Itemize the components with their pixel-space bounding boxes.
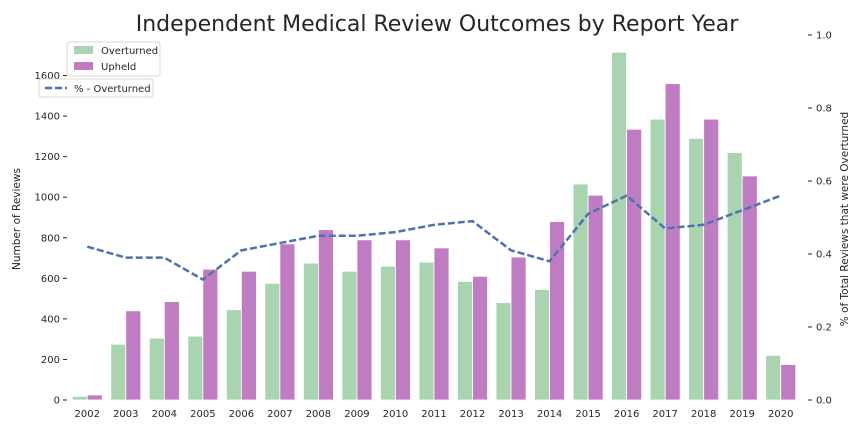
bar-overturned-2012 [457, 280, 473, 401]
bar-overturned-2005 [187, 335, 204, 401]
y2-tick-label-1: 0.2 [816, 323, 832, 334]
bar-upheld-2004 [163, 301, 180, 401]
bar-overturned-2002 [71, 395, 88, 401]
x-tick-label-2011: 2011 [421, 409, 446, 420]
line-legend-box [38, 78, 154, 98]
line-layer [86, 194, 782, 281]
x-tick-label-2004: 2004 [152, 409, 177, 420]
bar-overturned-2013 [495, 302, 512, 401]
bar-legend: Overturned Upheld [66, 41, 161, 77]
legend-label-pct-overturned: % - Overturned [74, 84, 151, 95]
y-axis-ticks: 0 200 400 600 800 1000 1200 1400 1600 [35, 71, 67, 407]
y-tick-label-1000: 1000 [35, 193, 60, 204]
x-tick-label-2002: 2002 [75, 409, 100, 420]
y-tick-label-800: 800 [41, 233, 60, 244]
x-tick-label-2013: 2013 [498, 409, 523, 420]
legend-label-overturned: Overturned [101, 46, 158, 57]
y2-axis-ticks: 0.0 0.2 0.4 0.6 0.8 1.0 [808, 31, 832, 407]
bar-upheld-2007 [279, 243, 296, 401]
x-tick-label-2020: 2020 [768, 409, 793, 420]
x-axis-ticks: 2002 2003 2004 2005 2006 2007 2008 2009 2010 2011… [75, 409, 794, 420]
bar-overturned-2020 [765, 354, 782, 401]
x-tick-label-2007: 2007 [267, 409, 292, 420]
bar-upheld-2016 [626, 128, 643, 401]
bar-upheld-2009 [356, 239, 373, 401]
y2-tick-label-4: 0.8 [816, 104, 832, 115]
y-tick-label-1200: 1200 [35, 152, 60, 163]
y2-tick-label-5: 1.0 [816, 31, 832, 42]
bar-upheld-2011 [433, 247, 450, 401]
y-tick-label-600: 600 [41, 274, 60, 285]
bar-overturned-2019 [726, 152, 743, 401]
bar-upheld-2012 [472, 275, 488, 401]
line-overturned [86, 194, 782, 281]
x-tick-label-2003: 2003 [113, 409, 138, 420]
x-tick-label-2017: 2017 [652, 409, 677, 420]
bar-overturned-2016 [611, 51, 628, 401]
bar-upheld-2015 [587, 194, 604, 401]
bar-upheld-2003 [125, 310, 142, 401]
bar-upheld-2005 [202, 268, 219, 401]
bar-overturned-2008 [303, 262, 319, 401]
bar-upheld-2019 [741, 175, 758, 401]
y2-axis-title: % of Total Reviews that were Overturned [839, 112, 851, 326]
y-tick-label-200: 200 [41, 355, 60, 366]
legend-label-upheld: Upheld [101, 62, 136, 73]
x-tick-label-2019: 2019 [729, 409, 754, 420]
y-tick-label-1600: 1600 [35, 71, 60, 82]
bar-overturned-2009 [341, 270, 358, 401]
line-legend: % - Overturned [38, 78, 154, 98]
bar-overturned-2010 [380, 265, 396, 401]
bar-upheld-2017 [664, 83, 681, 401]
bar-upheld-2010 [395, 239, 411, 401]
chart-title: Independent Medical Review Outcomes by R… [136, 12, 739, 37]
y-tick-label-0: 0 [54, 396, 60, 407]
bar-overturned-2014 [534, 289, 550, 401]
bar-overturned-2007 [264, 282, 281, 401]
legend-swatch-upheld [74, 62, 93, 70]
bar-overturned-2018 [688, 138, 705, 401]
bar-overturned-2006 [225, 309, 242, 401]
bar-upheld-2008 [318, 229, 334, 401]
x-tick-label-2010: 2010 [383, 409, 408, 420]
bar-upheld-2018 [703, 118, 720, 401]
bars-layer [71, 51, 797, 401]
bar-upheld-2002 [86, 394, 103, 401]
y-tick-label-1400: 1400 [35, 112, 60, 123]
x-tick-label-2016: 2016 [614, 409, 639, 420]
x-tick-label-2014: 2014 [537, 409, 562, 420]
y-tick-label-400: 400 [41, 314, 60, 325]
bar-overturned-2003 [110, 343, 127, 401]
bar-upheld-2006 [240, 270, 257, 401]
y2-tick-label-0: 0.0 [816, 396, 832, 407]
bar-upheld-2013 [510, 256, 527, 401]
x-tick-label-2005: 2005 [190, 409, 215, 420]
x-tick-label-2018: 2018 [691, 409, 716, 420]
bar-overturned-2004 [148, 337, 165, 401]
y2-tick-label-2: 0.4 [816, 250, 832, 261]
y-axis-title: Number of Reviews [11, 168, 23, 270]
x-tick-label-2009: 2009 [344, 409, 369, 420]
x-tick-label-2008: 2008 [306, 409, 331, 420]
bar-upheld-2020 [780, 364, 797, 401]
y2-tick-label-3: 0.6 [816, 177, 832, 188]
bar-overturned-2011 [418, 261, 435, 401]
bar-upheld-2014 [549, 221, 565, 401]
bar-overturned-2017 [649, 118, 666, 401]
legend-swatch-overturned [74, 46, 93, 54]
x-tick-label-2006: 2006 [229, 409, 254, 420]
x-tick-label-2012: 2012 [460, 409, 485, 420]
x-tick-label-2015: 2015 [575, 409, 600, 420]
